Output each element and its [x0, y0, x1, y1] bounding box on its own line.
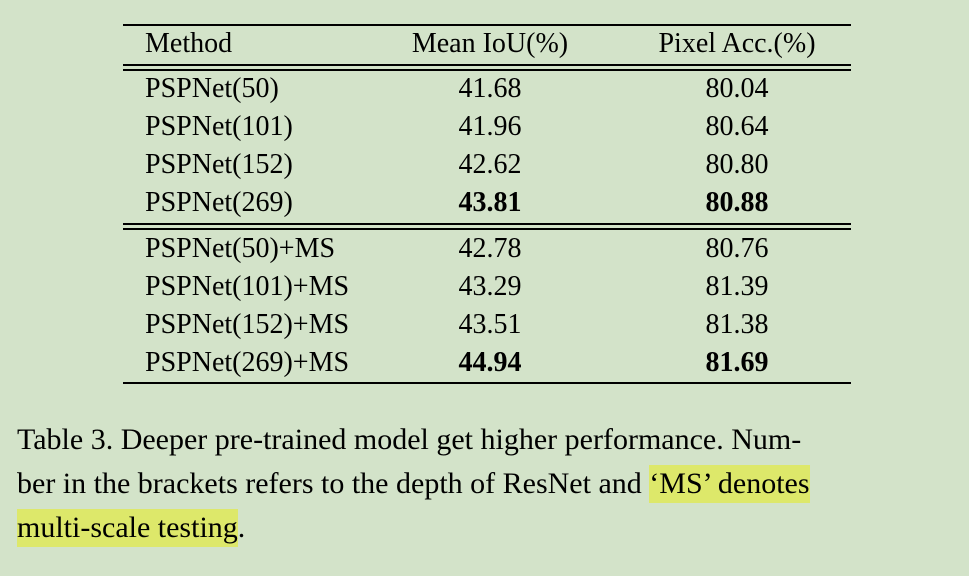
caption-highlight-1: ‘MS’ denotes [649, 465, 810, 503]
cell-method: PSPNet(50) [145, 73, 279, 104]
table-row: PSPNet(50)+MS 42.78 80.76 [123, 230, 851, 268]
table-row: PSPNet(152)+MS 43.51 81.38 [123, 306, 851, 344]
cell-pixel-acc: 80.04 [705, 73, 769, 104]
table-row: PSPNet(152) 42.62 80.80 [123, 146, 851, 184]
header-method: Method [145, 28, 233, 59]
cell-mean-iou: 43.51 [458, 309, 522, 340]
cell-pixel-acc: 81.69 [705, 347, 769, 378]
cell-pixel-acc: 81.38 [705, 309, 769, 340]
cell-method: PSPNet(269)+MS [145, 347, 350, 378]
caption-line-1: Table 3. Deeper pre-trained model get hi… [17, 423, 802, 456]
header-double-rule-top [123, 64, 851, 66]
table-row: PSPNet(101) 41.96 80.64 [123, 108, 851, 146]
table-row: PSPNet(101)+MS 43.29 81.39 [123, 268, 851, 306]
caption-line-3-text: . [237, 511, 246, 544]
cell-mean-iou: 41.68 [458, 73, 522, 104]
bottom-rule [123, 382, 851, 384]
header-double-rule-bottom [123, 69, 851, 71]
caption-line-2-text: ber in the brackets refers to the depth … [17, 467, 650, 500]
cell-method: PSPNet(50)+MS [145, 233, 336, 264]
table-row: PSPNet(50) 41.68 80.04 [123, 70, 851, 108]
cell-pixel-acc: 80.88 [705, 187, 769, 218]
cell-mean-iou: 41.96 [458, 111, 522, 142]
cell-method: PSPNet(101) [145, 111, 293, 142]
cell-mean-iou: 43.81 [458, 187, 522, 218]
cell-pixel-acc: 80.76 [705, 233, 769, 264]
group-double-rule-top [123, 223, 851, 225]
group-double-rule-bottom [123, 228, 851, 230]
cell-pixel-acc: 80.80 [705, 149, 769, 180]
cell-mean-iou: 42.78 [458, 233, 522, 264]
cell-mean-iou: 42.62 [458, 149, 522, 180]
caption-highlight-2: multi-scale testing [17, 509, 238, 547]
caption-line-3: multi-scale testing. [17, 506, 962, 550]
table-caption: Table 3. Deeper pre-trained model get hi… [17, 418, 962, 550]
cell-method: PSPNet(152)+MS [145, 309, 350, 340]
cell-method: PSPNet(152) [145, 149, 293, 180]
header-pixel-acc: Pixel Acc.(%) [658, 28, 816, 59]
caption-line-2: ber in the brackets refers to the depth … [17, 462, 962, 506]
table-row: PSPNet(269)+MS 44.94 81.69 [123, 344, 851, 382]
top-rule [123, 24, 851, 26]
cell-mean-iou: 43.29 [458, 271, 522, 302]
cell-pixel-acc: 80.64 [705, 111, 769, 142]
cell-method: PSPNet(269) [145, 187, 293, 218]
header-row: Method Mean IoU(%) Pixel Acc.(%) [123, 25, 851, 63]
cell-pixel-acc: 81.39 [705, 271, 769, 302]
header-mean-iou: Mean IoU(%) [411, 28, 569, 59]
cell-method: PSPNet(101)+MS [145, 271, 350, 302]
table-row: PSPNet(269) 43.81 80.88 [123, 184, 851, 222]
cell-mean-iou: 44.94 [458, 347, 522, 378]
